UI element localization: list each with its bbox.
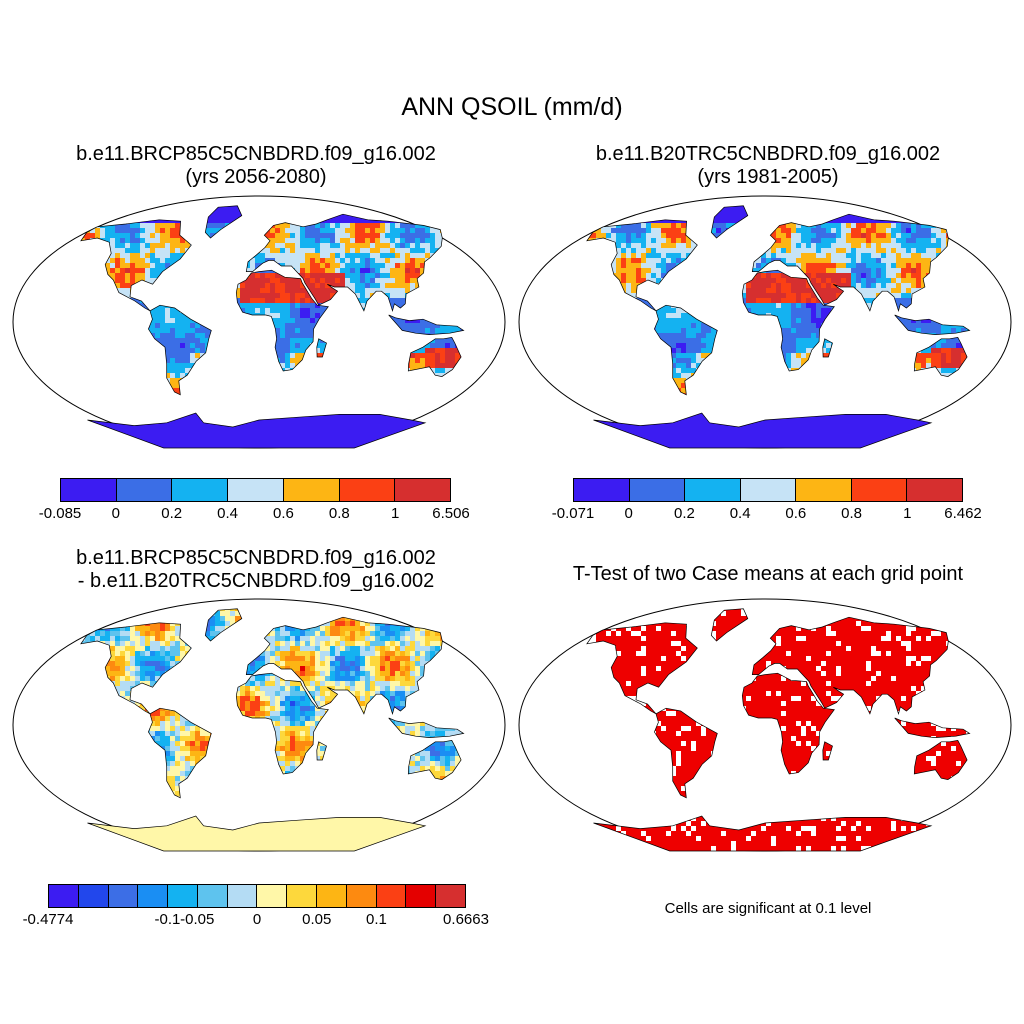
panel-title-case1: b.e11.BRCP85C5CNBDRD.f09_g16.002 (yrs 20… (0, 143, 512, 189)
panel-title-case2-line1: b.e11.B20TRC5CNBDRD.f09_g16.002 (512, 143, 1024, 166)
map-case1 (12, 195, 506, 449)
colorbar-swatch (257, 885, 288, 907)
coastline-ttest (586, 608, 971, 852)
colorbar-swatch (346, 885, 377, 907)
colorbar-swatch (436, 885, 465, 907)
colorbar-label: -0.4774 (23, 911, 74, 928)
colorbar-swatch (406, 885, 437, 907)
colorbar-label: 1 (391, 505, 399, 522)
map-ttest (518, 598, 1012, 852)
colorbar-label: 0.2 (161, 505, 182, 522)
colorbar-swatch (395, 479, 451, 501)
colorbar-label: 1 (903, 505, 911, 522)
colorbar-label: -0.085 (39, 505, 82, 522)
colorbar-label: 0.4 (730, 505, 751, 522)
map-case2 (518, 195, 1012, 449)
coastline-case2 (586, 205, 971, 449)
colorbar-swatch (227, 885, 258, 907)
colorbar-swatch (740, 479, 797, 501)
panel-title-case2: b.e11.B20TRC5CNBDRD.f09_g16.002 (yrs 198… (512, 143, 1024, 189)
colorbar-swatch (851, 479, 908, 501)
colorbar-swatch (376, 885, 407, 907)
colorbar-label: 0.4 (217, 505, 238, 522)
colorbar-label: 6.462 (944, 505, 982, 522)
colorbar-label: 0.6 (273, 505, 294, 522)
panel-title-diff-line1: b.e11.BRCP85C5CNBDRD.f09_g16.002 (0, 547, 512, 570)
colorbar-case1 (60, 478, 451, 502)
colorbar-label: -0.1 (154, 911, 180, 928)
panel-title-ttest-line1: T-Test of two Case means at each grid po… (512, 563, 1024, 586)
figure-title: ANN QSOIL (mm/d) (0, 93, 1024, 122)
ttest-note: Cells are significant at 0.1 level (512, 900, 1024, 917)
colorbar-swatch (228, 479, 284, 501)
colorbar-label: 0.6 (785, 505, 806, 522)
colorbar-label: 0.2 (674, 505, 695, 522)
colorbar-label: 6.506 (432, 505, 470, 522)
panel-title-case1-line2: (yrs 2056-2080) (0, 166, 512, 189)
colorbar-swatch (116, 479, 173, 501)
coastline-diff (80, 608, 465, 852)
panel-title-diff: b.e11.BRCP85C5CNBDRD.f09_g16.002 - b.e11… (0, 547, 512, 593)
colorbar-swatch (78, 885, 109, 907)
colorbar-label: 0 (112, 505, 120, 522)
colorbar-label: 0.6663 (443, 911, 489, 928)
colorbar-swatch (61, 479, 117, 501)
colorbar-swatch (796, 479, 852, 501)
colorbar-swatch (629, 479, 686, 501)
colorbar-swatch (108, 885, 139, 907)
colorbar-label: -0.071 (552, 505, 595, 522)
colorbar-swatch (287, 885, 318, 907)
colorbar-label: 0.8 (841, 505, 862, 522)
colorbar-swatch (197, 885, 228, 907)
colorbar-case2 (573, 478, 963, 502)
colorbar-label: 0 (253, 911, 261, 928)
colorbar-swatch (138, 885, 169, 907)
colorbar-swatch (574, 479, 630, 501)
colorbar-swatch (317, 885, 347, 907)
map-diff (12, 598, 506, 852)
colorbar-swatch (339, 479, 396, 501)
panel-title-ttest: T-Test of two Case means at each grid po… (512, 563, 1024, 586)
panel-title-case1-line1: b.e11.BRCP85C5CNBDRD.f09_g16.002 (0, 143, 512, 166)
colorbar-swatch (49, 885, 79, 907)
colorbar-label: 0.05 (302, 911, 331, 928)
colorbar-label: 0.1 (366, 911, 387, 928)
colorbar-swatch (685, 479, 741, 501)
colorbar-label: -0.05 (180, 911, 214, 928)
colorbar-swatch (172, 479, 229, 501)
panel-title-diff-line2: - b.e11.B20TRC5CNBDRD.f09_g16.002 (0, 570, 512, 593)
colorbar-label: 0 (625, 505, 633, 522)
colorbar-label: 0.8 (329, 505, 350, 522)
panel-title-case2-line2: (yrs 1981-2005) (512, 166, 1024, 189)
colorbar-swatch (168, 885, 198, 907)
coastline-case1 (80, 205, 465, 449)
colorbar-swatch (907, 479, 963, 501)
colorbar-diff (48, 884, 466, 908)
colorbar-swatch (283, 479, 340, 501)
